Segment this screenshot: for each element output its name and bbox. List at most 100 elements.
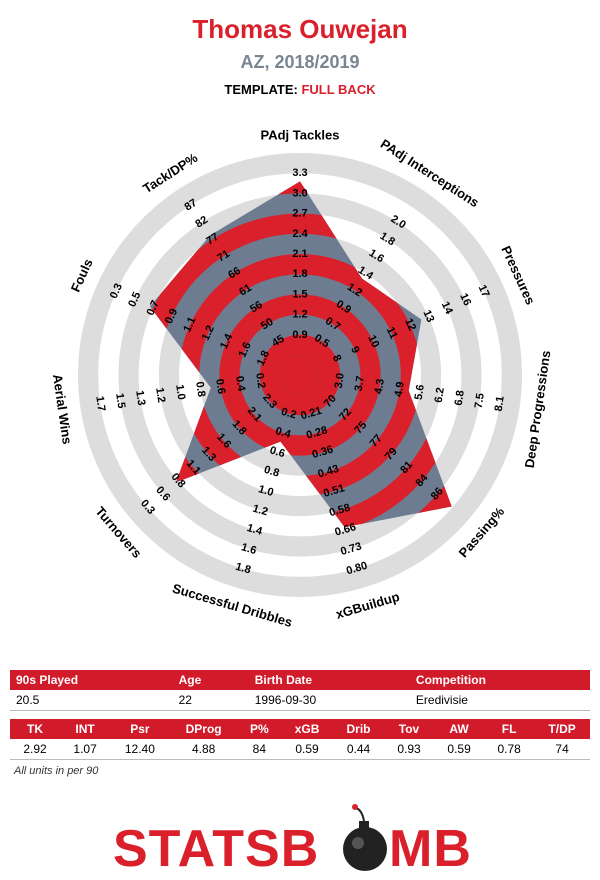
tick-label-10-4: 66 bbox=[226, 265, 243, 282]
stat-header-3: DProg bbox=[169, 719, 238, 739]
tick-label-0-2: 1.5 bbox=[292, 288, 307, 300]
stat-value-1: 1.07 bbox=[73, 742, 97, 756]
tick-label-9-6: 0.7 bbox=[145, 299, 162, 318]
stat-value-0: 2.92 bbox=[23, 742, 47, 756]
tick-label-2-1: 9 bbox=[348, 345, 361, 356]
tick-label-0-4: 2.1 bbox=[292, 248, 307, 260]
tick-label-0-6: 2.7 bbox=[292, 208, 307, 220]
tick-label-2-8: 17 bbox=[476, 283, 492, 299]
tick-label-5-4: 0.51 bbox=[322, 482, 346, 500]
tick-label-10-2: 56 bbox=[248, 299, 265, 316]
info-value-1: 22 bbox=[178, 693, 192, 707]
axis-label-8: Aerial Wins bbox=[50, 373, 75, 445]
tick-label-6-0: 0.2 bbox=[280, 406, 298, 422]
stat-header-4: P% bbox=[237, 719, 282, 739]
tick-label-3-5: 6.2 bbox=[433, 387, 447, 404]
tick-label-2-2: 10 bbox=[365, 333, 381, 349]
info-header-1: Age bbox=[172, 670, 249, 690]
stat-header-7: Tov bbox=[383, 719, 435, 739]
tick-label-8-3: 0.8 bbox=[193, 381, 207, 398]
tick-label-0-7: 3.0 bbox=[292, 187, 307, 199]
team-season: AZ, 2018/2019 bbox=[240, 52, 360, 72]
tick-label-9-5: 0.9 bbox=[163, 307, 180, 326]
tick-label-6-8: 1.8 bbox=[234, 561, 252, 577]
tick-label-10-5: 71 bbox=[215, 248, 232, 265]
info-value-0: 20.5 bbox=[16, 693, 40, 707]
info-header-0: 90s Played bbox=[10, 670, 173, 690]
axis-label-0: PAdj Tackles bbox=[261, 128, 340, 143]
stat-header-5: xGB bbox=[281, 719, 334, 739]
info-header-2: Birth Date bbox=[248, 670, 410, 690]
tick-label-10-7: 82 bbox=[193, 214, 210, 231]
tick-label-5-2: 0.36 bbox=[311, 444, 335, 462]
tick-label-5-0: 0.21 bbox=[299, 405, 323, 423]
template-label: TEMPLATE: bbox=[224, 82, 298, 97]
stat-header-8: AW bbox=[434, 719, 485, 739]
tick-label-8-1: 0.4 bbox=[233, 375, 247, 393]
tick-label-10-0: 45 bbox=[270, 333, 287, 350]
center-dot bbox=[280, 355, 320, 395]
axis-label-9: Fouls bbox=[68, 256, 96, 294]
stat-header-1: INT bbox=[60, 719, 111, 739]
stat-value-9: 0.78 bbox=[497, 742, 521, 756]
stat-header-10: T/DP bbox=[534, 719, 590, 739]
tick-label-6-6: 1.4 bbox=[245, 522, 264, 538]
tick-label-0-3: 1.8 bbox=[292, 268, 307, 280]
tick-label-6-2: 0.6 bbox=[268, 444, 286, 460]
stat-value-4: 84 bbox=[252, 742, 267, 756]
tick-label-0-5: 2.4 bbox=[292, 228, 308, 240]
tick-label-2-0: 8 bbox=[330, 353, 343, 364]
tick-label-5-6: 0.66 bbox=[334, 521, 358, 539]
bomb-icon bbox=[343, 804, 387, 871]
tick-label-2-6: 14 bbox=[439, 300, 455, 317]
tick-label-10-8: 87 bbox=[183, 197, 200, 214]
tick-label-0-0: 0.9 bbox=[292, 329, 307, 341]
logo-text-right: MB bbox=[389, 820, 472, 878]
red-band-0 bbox=[259, 334, 341, 416]
tick-label-9-8: 0.3 bbox=[108, 282, 125, 301]
tick-label-9-4: 1.1 bbox=[181, 315, 198, 334]
tick-label-0-8: 3.3 bbox=[292, 167, 307, 179]
tick-label-3-4: 5.6 bbox=[413, 384, 427, 401]
tick-label-8-8: 1.7 bbox=[93, 395, 107, 412]
tick-label-10-1: 50 bbox=[259, 316, 276, 333]
stat-header-0: TK bbox=[10, 719, 61, 739]
tick-label-3-6: 6.8 bbox=[453, 390, 467, 407]
info-value-2: 1996-09-30 bbox=[254, 693, 317, 707]
stat-value-8: 0.59 bbox=[447, 742, 471, 756]
info-table: 90s Played Age Birth Date Competition 20.5 2… bbox=[10, 670, 590, 711]
stat-header-9: FL bbox=[484, 719, 535, 739]
tick-label-10-3: 61 bbox=[237, 282, 254, 299]
stat-value-7: 0.93 bbox=[397, 742, 421, 756]
tick-label-0-1: 1.2 bbox=[292, 309, 307, 321]
tick-label-2-5: 13 bbox=[420, 308, 436, 324]
tick-label-8-5: 1.2 bbox=[153, 387, 167, 404]
stat-value-2: 12.40 bbox=[124, 742, 155, 756]
tick-label-8-7: 1.5 bbox=[113, 392, 127, 409]
tick-label-9-1: 1.6 bbox=[236, 340, 253, 359]
tick-label-9-0: 1.8 bbox=[255, 349, 272, 368]
info-header-3: Competition bbox=[409, 670, 590, 690]
template-line: TEMPLATE: FULL BACK bbox=[0, 82, 600, 97]
tick-label-3-1: 3.7 bbox=[353, 375, 367, 392]
axis-label-5: xGBuildup bbox=[334, 589, 401, 622]
tick-label-3-8: 8.1 bbox=[493, 395, 507, 412]
stat-header-6: Drib bbox=[333, 719, 384, 739]
tick-label-9-3: 1.2 bbox=[200, 324, 217, 343]
tick-label-8-2: 0.6 bbox=[213, 378, 227, 395]
tick-label-6-5: 1.2 bbox=[251, 503, 269, 519]
tick-label-2-4: 12 bbox=[402, 317, 418, 333]
tick-label-8-0: 0.2 bbox=[253, 372, 267, 389]
tick-label-8-6: 1.3 bbox=[133, 390, 147, 407]
radar-tick-labels: 0.91.21.51.82.12.42.73.03.30.50.70.91.21… bbox=[93, 167, 506, 577]
info-value-3: Eredivisie bbox=[415, 693, 468, 707]
tick-label-3-7: 7.5 bbox=[473, 392, 487, 409]
tick-label-6-1: 0.4 bbox=[274, 425, 293, 441]
player-name: Thomas Ouwejan bbox=[192, 14, 408, 44]
tick-label-6-7: 1.6 bbox=[240, 541, 258, 557]
tick-label-5-3: 0.43 bbox=[316, 463, 340, 481]
tick-label-5-5: 0.58 bbox=[328, 502, 352, 520]
axis-label-3: Deep Progressions bbox=[522, 349, 554, 468]
tick-label-2-3: 11 bbox=[384, 325, 400, 341]
stat-header-2: Psr bbox=[110, 719, 170, 739]
